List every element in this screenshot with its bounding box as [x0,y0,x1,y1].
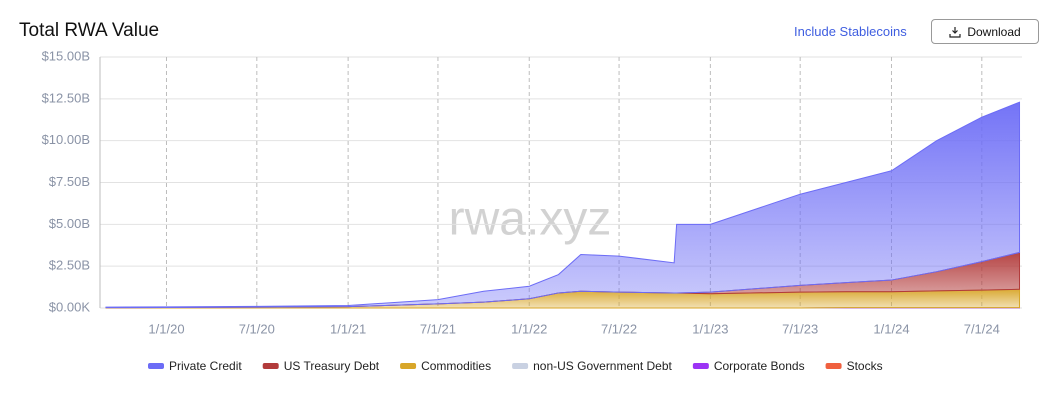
legend-label: Stocks [847,359,883,373]
x-tick-label: 7/1/21 [420,321,456,336]
y-tick-label: $0.00K [49,299,91,314]
legend-swatch [512,363,529,369]
x-tick-label: 7/1/22 [601,321,637,336]
download-button[interactable]: Download [931,19,1039,44]
watermark: rwa.xyz [449,193,612,246]
x-tick-label: 7/1/23 [782,321,818,336]
stablecoin-toggle[interactable]: Include Stablecoins [794,24,907,39]
x-tick-label: 1/1/24 [873,321,909,336]
legend-swatch [400,363,417,369]
legend-label: Commodities [421,359,491,373]
x-tick-label: 7/1/24 [964,321,1000,336]
area [105,101,1021,309]
download-icon [949,26,961,38]
x-tick-label: 1/1/20 [148,321,184,336]
legend-swatch [692,363,709,369]
y-tick-label: $15.00B [42,48,90,63]
chart-title: Total RWA Value [19,20,160,41]
legend-swatch [262,363,279,369]
y-tick-label: $2.50B [49,258,90,273]
legend-swatch [148,363,164,369]
x-tick-label: 1/1/23 [692,321,728,336]
y-tick-label: $5.00B [49,216,90,231]
legend-swatch [825,363,842,369]
legend-label: US Treasury Debt [284,359,380,373]
x-tick-label: 1/1/21 [330,321,366,336]
legend-label: Private Credit [169,359,242,373]
y-tick-label: $7.50B [49,174,90,189]
y-tick-label: $12.50B [42,90,90,105]
x-tick-label: 1/1/22 [511,321,547,336]
legend-label: non-US Government Debt [533,359,672,373]
y-tick-label: $10.00B [42,132,90,147]
download-label: Download [967,24,1021,39]
x-tick-label: 7/1/20 [239,321,275,336]
legend-label: Corporate Bonds [714,359,805,373]
